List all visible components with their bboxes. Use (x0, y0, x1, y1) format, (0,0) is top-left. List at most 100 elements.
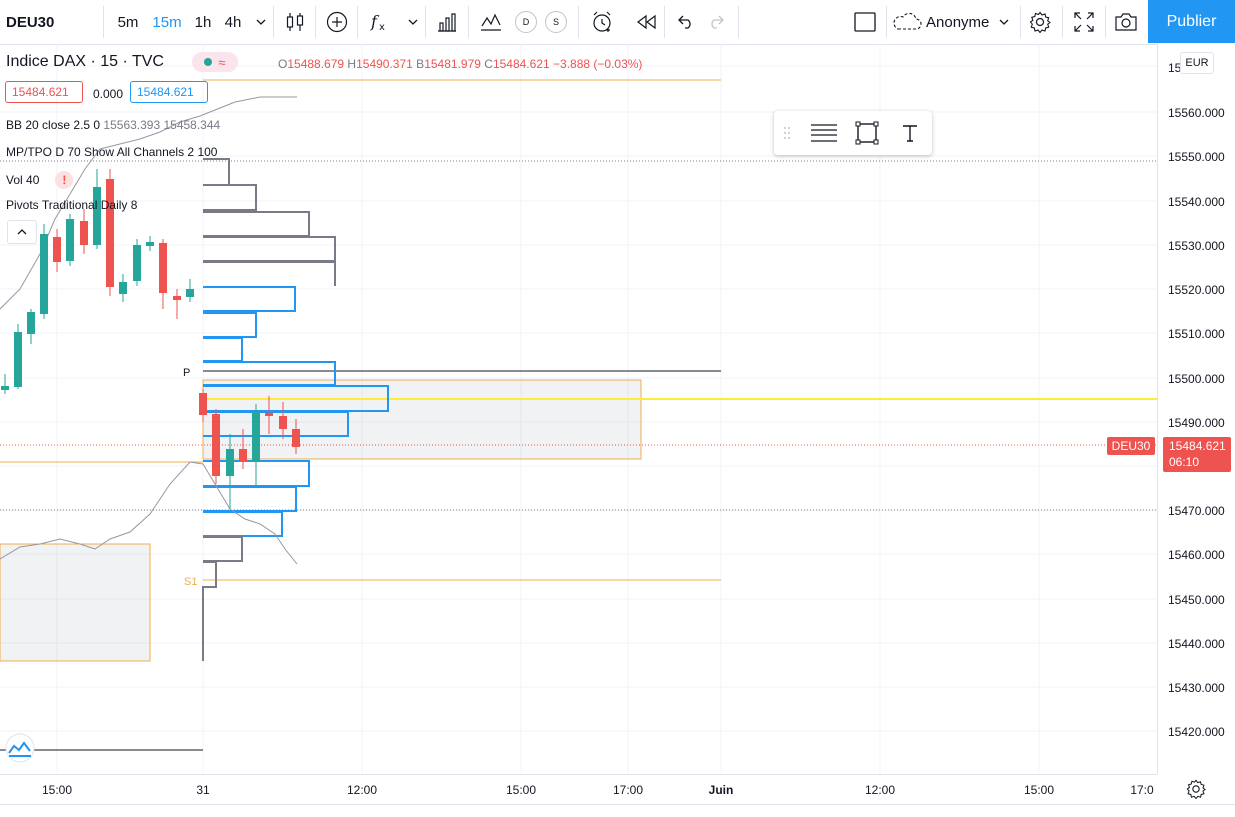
save-layout-button[interactable]: Anonyme (892, 0, 1018, 44)
candle (93, 187, 101, 245)
add-compare-icon[interactable] (324, 0, 350, 44)
chevron-up-icon (17, 229, 27, 235)
compare-d-button[interactable]: D (515, 0, 537, 44)
indicators-dropdown-chevron-icon[interactable] (404, 0, 422, 44)
compare-d-label: D (515, 11, 537, 33)
candle (40, 234, 48, 314)
candle (279, 416, 287, 429)
toolbar-divider (664, 6, 665, 38)
candle (106, 179, 114, 287)
fullscreen-icon[interactable] (1070, 0, 1098, 44)
cloud-icon (892, 13, 922, 31)
layout-square-icon[interactable] (851, 0, 879, 44)
candle (265, 413, 273, 416)
time-tick: Juin (708, 783, 734, 797)
market-profile (202, 158, 389, 661)
current-price-label: 15484.621 06:10 (1163, 437, 1231, 472)
interval-15m-button[interactable]: 15m (152, 13, 182, 31)
drag-handle-icon[interactable] (774, 111, 800, 155)
currency-button[interactable]: EUR (1180, 52, 1214, 74)
candle (239, 449, 247, 462)
sell-price-button[interactable]: 15484.621 (5, 81, 83, 103)
interval-4h-button[interactable]: 4h (224, 13, 242, 31)
price-tick: 15460.000 (1168, 548, 1225, 562)
chart-title[interactable]: Indice DAX · 15 · TVC ≈ (6, 52, 238, 72)
time-tick: 17:0 (1130, 783, 1154, 797)
price-tick: 15500.000 (1168, 372, 1225, 386)
time-tick: 17:00 (612, 783, 644, 797)
interval-1h-button[interactable]: 1h (194, 13, 212, 31)
chart-canvas[interactable]: P S1 (0, 44, 1157, 774)
price-tick: 15510.000 (1168, 327, 1225, 341)
time-axis[interactable]: 15:00 31 12:00 15:00 17:00 Juin 12:00 15… (0, 774, 1157, 805)
financials-bars-icon[interactable] (434, 0, 460, 44)
toolbar-divider (578, 6, 579, 38)
toolbar-divider (468, 6, 469, 38)
price-tick: 15490.000 (1168, 416, 1225, 430)
candle (186, 289, 194, 297)
chart-settings-gear-icon[interactable] (1186, 779, 1208, 801)
symbol-price-tag: DEU30 (1107, 437, 1155, 455)
indicator-pivots-legend[interactable]: Pivots Traditional Daily 8 (6, 198, 138, 212)
candle (159, 243, 167, 293)
symbol-search-button[interactable]: DEU30 (6, 13, 55, 31)
indicator-bb-legend[interactable]: BB 20 close 2.5 0 15563.393 15458.344 (6, 118, 221, 132)
drawing-floating-toolbar (774, 111, 932, 155)
interval-5m-button[interactable]: 5m (117, 13, 139, 31)
bar-countdown: 06:10 (1169, 455, 1200, 469)
undo-icon[interactable] (674, 0, 698, 44)
ohlc-values: O15488.679 H15490.371 B15481.979 C15484.… (278, 57, 643, 71)
price-tick: 15560.000 (1168, 106, 1225, 120)
interval-dropdown-chevron-icon[interactable] (252, 0, 270, 44)
candle (53, 237, 61, 262)
candle (199, 393, 207, 415)
rectangle-tool-icon[interactable] (845, 111, 889, 155)
candle (66, 219, 74, 261)
publish-button[interactable]: Publier (1148, 0, 1235, 43)
tradingview-logo-icon (5, 733, 35, 763)
toolbar-divider (738, 6, 739, 38)
candle (119, 282, 127, 294)
previous-value-area-box (0, 543, 151, 662)
templates-line-icon[interactable] (477, 0, 505, 44)
price-tick-partial: 15 (1168, 61, 1182, 75)
time-tick: 31 (196, 783, 210, 797)
toolbar-divider (425, 6, 426, 38)
time-tick: 15:00 (505, 783, 537, 797)
svg-text:x: x (379, 22, 385, 33)
toolbar-divider (1062, 6, 1063, 38)
settings-gear-icon[interactable] (1026, 0, 1054, 44)
candle (146, 242, 154, 246)
price-tick: 15440.000 (1168, 637, 1225, 651)
compare-s-button[interactable]: S (545, 0, 567, 44)
candles-chart-type-icon[interactable] (282, 0, 308, 44)
collapse-legend-button[interactable] (7, 220, 37, 244)
candle (226, 449, 234, 476)
candle (252, 412, 260, 462)
time-tick: 15:00 (1023, 783, 1055, 797)
toolbar-divider (1020, 6, 1021, 38)
price-axis[interactable]: 15 15560.000 15550.000 15540.000 15530.0… (1157, 44, 1235, 774)
toolbar-divider (273, 6, 274, 38)
candle (80, 221, 88, 245)
alert-clock-icon[interactable] (588, 0, 616, 44)
market-status-badge: ≈ (191, 52, 238, 72)
replay-rewind-icon[interactable] (632, 0, 660, 44)
bottom-panel-strip (0, 804, 1235, 817)
screenshot-camera-icon[interactable] (1112, 0, 1140, 44)
indicator-mptpo-legend[interactable]: MP/TPO D 70 Show All Channels 2 100 (6, 145, 218, 159)
warning-icon[interactable]: ! (55, 171, 74, 189)
line-style-icon[interactable] (802, 111, 846, 155)
toolbar-divider (315, 6, 316, 38)
spread-value: 0.000 (93, 87, 124, 101)
current-price-value: 15484.621 (1169, 439, 1226, 453)
text-tool-icon[interactable] (888, 111, 932, 155)
compare-s-label: S (545, 11, 567, 33)
buy-price-button[interactable]: 15484.621 (130, 81, 208, 103)
price-tick: 15520.000 (1168, 283, 1225, 297)
indicator-vol-legend[interactable]: Vol 40 ! (6, 171, 74, 189)
candles (1, 169, 300, 509)
redo-icon[interactable] (704, 0, 728, 44)
